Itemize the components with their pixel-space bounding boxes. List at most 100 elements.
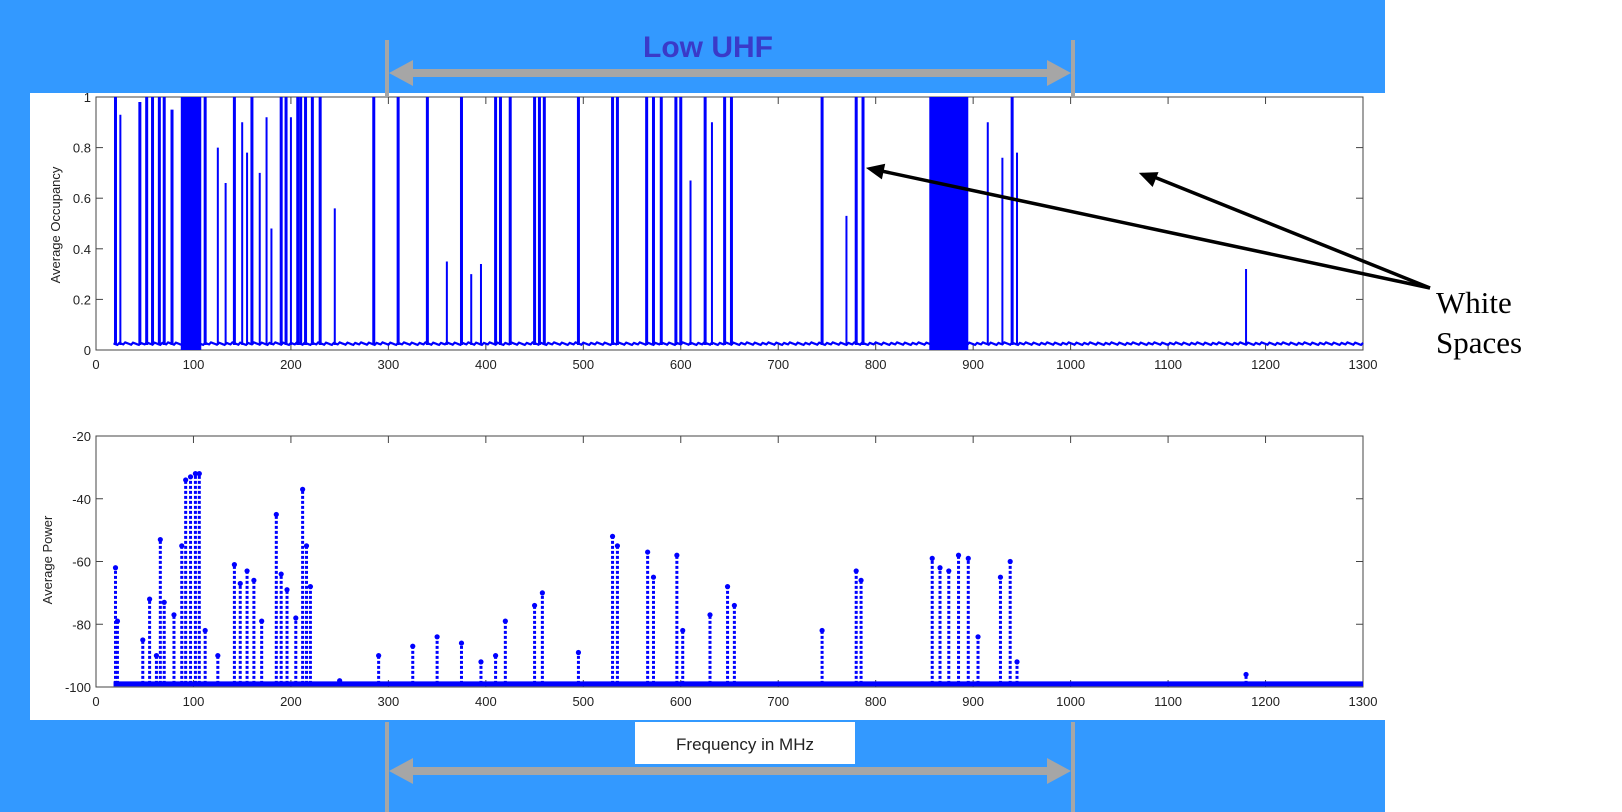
lower-x-tick-label: 1300 bbox=[1349, 694, 1378, 709]
upper-x-tick-label: 1100 bbox=[1154, 357, 1182, 372]
power-peak-point bbox=[114, 618, 121, 624]
occupancy-dense-band bbox=[929, 97, 969, 350]
lower-x-tick-label: 1100 bbox=[1154, 694, 1182, 709]
upper-y-tick-label: 0.8 bbox=[73, 141, 91, 156]
power-peak-point bbox=[284, 587, 290, 593]
upper-x-tick-label: 1300 bbox=[1349, 357, 1378, 372]
power-peak-point bbox=[140, 637, 146, 643]
power-peak-point bbox=[955, 552, 962, 558]
annotation-arrow-line bbox=[875, 168, 1431, 290]
annotation-line1: White bbox=[1436, 285, 1512, 320]
band-arrow-bottom bbox=[385, 722, 1075, 812]
power-peak-point bbox=[937, 565, 943, 571]
power-peak-point bbox=[965, 555, 971, 561]
power-peak-point bbox=[539, 590, 545, 596]
upper-chart-x-ticks: 0 100 200 300 400 500 600 700 800 900 1000 1100 1200… bbox=[92, 357, 1377, 372]
lower-x-tick-label: 800 bbox=[865, 694, 887, 709]
power-peak-point bbox=[196, 471, 202, 477]
upper-x-tick-label: 400 bbox=[475, 357, 497, 372]
lower-chart-x-ticks: 0 100 200 300 400 500 600 700 800 900 1000 1100 1200… bbox=[92, 694, 1377, 709]
upper-chart-ylabel: Average Occupancy bbox=[48, 166, 63, 283]
power-peak-point bbox=[492, 653, 499, 659]
upper-x-tick-label: 500 bbox=[572, 357, 594, 372]
power-peak-point bbox=[1014, 659, 1020, 665]
lower-x-tick-label: 1200 bbox=[1251, 694, 1280, 709]
lower-x-tick-label: 1000 bbox=[1056, 694, 1085, 709]
lower-x-tick-label: 300 bbox=[378, 694, 400, 709]
power-peak-point bbox=[674, 552, 680, 558]
power-peak-point bbox=[502, 618, 508, 624]
power-peak-point bbox=[192, 471, 199, 477]
power-peak-point bbox=[946, 568, 952, 574]
power-peak-point bbox=[202, 627, 208, 634]
power-peak-point bbox=[434, 634, 440, 640]
power-peak-point bbox=[575, 649, 582, 656]
power-peak-point bbox=[609, 533, 616, 540]
power-peak-point bbox=[376, 653, 382, 659]
power-peak-point bbox=[997, 574, 1004, 580]
power-peak-point bbox=[251, 577, 257, 583]
power-peak-point bbox=[179, 543, 185, 549]
upper-x-tick-label: 100 bbox=[183, 357, 205, 372]
lower-chart: Average Power 0 100 200 300 400 500 600 700 800 9… bbox=[40, 429, 1377, 709]
power-peak-point bbox=[645, 549, 651, 555]
upper-x-tick-label: 200 bbox=[280, 357, 302, 372]
power-peak-point bbox=[819, 627, 825, 634]
lower-chart-xlabel: Frequency in MHz bbox=[676, 735, 814, 754]
occupancy-dense-band bbox=[180, 97, 202, 350]
power-peak-point bbox=[259, 618, 265, 624]
power-peak-point bbox=[187, 474, 194, 480]
power-peak-point bbox=[410, 643, 416, 649]
upper-y-tick-label: 0.4 bbox=[73, 242, 91, 257]
band-label: Low UHF bbox=[643, 31, 773, 64]
power-peak-point bbox=[614, 543, 621, 549]
upper-x-tick-label: 600 bbox=[670, 357, 692, 372]
annotation-line2: Spaces bbox=[1436, 325, 1522, 360]
lower-y-tick-label: -80 bbox=[72, 617, 91, 632]
power-peak-point bbox=[231, 562, 237, 568]
lower-y-tick-label: -20 bbox=[72, 429, 91, 444]
lower-x-tick-label: 200 bbox=[280, 694, 302, 709]
lower-y-tick-label: -100 bbox=[65, 680, 91, 695]
upper-y-tick-label: 0 bbox=[84, 343, 91, 358]
annotation-arrows bbox=[865, 163, 1431, 290]
lower-chart-y-ticks: -100 -80 -60 -40 -20 bbox=[65, 429, 91, 695]
power-peak-point bbox=[244, 568, 250, 574]
lower-y-tick-label: -40 bbox=[72, 492, 91, 507]
upper-y-tick-label: 1 bbox=[84, 90, 91, 105]
power-peak-point bbox=[161, 599, 167, 605]
occupancy-baseline-trace bbox=[113, 341, 1364, 347]
band-arrow-bottom-head-left bbox=[389, 758, 413, 784]
lower-chart-axes bbox=[95, 435, 1364, 688]
power-peak-point bbox=[215, 653, 221, 659]
band-arrow-top-head-left bbox=[389, 60, 413, 86]
xlabel-box bbox=[635, 722, 855, 764]
upper-chart-y-ticks: 0 0.2 0.4 0.6 0.8 1 bbox=[73, 90, 91, 358]
power-peak-point bbox=[1243, 671, 1249, 678]
power-peak-point bbox=[337, 678, 343, 684]
power-peak-point bbox=[707, 612, 713, 618]
power-peak-point bbox=[183, 477, 189, 483]
power-peak-point bbox=[278, 571, 284, 577]
upper-x-tick-label: 1200 bbox=[1251, 357, 1280, 372]
power-peak-point bbox=[680, 627, 686, 634]
lower-x-tick-label: 900 bbox=[962, 694, 984, 709]
annotation-arrow-head bbox=[865, 163, 886, 180]
power-peak-point bbox=[929, 555, 935, 561]
upper-chart-frame bbox=[95, 96, 1364, 351]
annotation-arrow-head bbox=[1138, 172, 1159, 187]
power-peak-point bbox=[157, 536, 163, 543]
lower-x-tick-label: 600 bbox=[670, 694, 692, 709]
lower-x-tick-label: 100 bbox=[183, 694, 205, 709]
power-peak-point bbox=[171, 612, 177, 618]
band-arrow-top bbox=[385, 40, 1075, 96]
power-peak-point bbox=[853, 568, 859, 574]
annotation-arrow-line bbox=[1148, 173, 1431, 290]
lower-y-tick-label: -60 bbox=[72, 555, 91, 570]
lower-chart-marks bbox=[112, 471, 1363, 687]
upper-x-tick-label: 900 bbox=[962, 357, 984, 372]
power-peak-point bbox=[237, 580, 243, 587]
lower-chart-ylabel: Average Power bbox=[40, 515, 55, 604]
lower-x-tick-label: 0 bbox=[92, 694, 99, 709]
